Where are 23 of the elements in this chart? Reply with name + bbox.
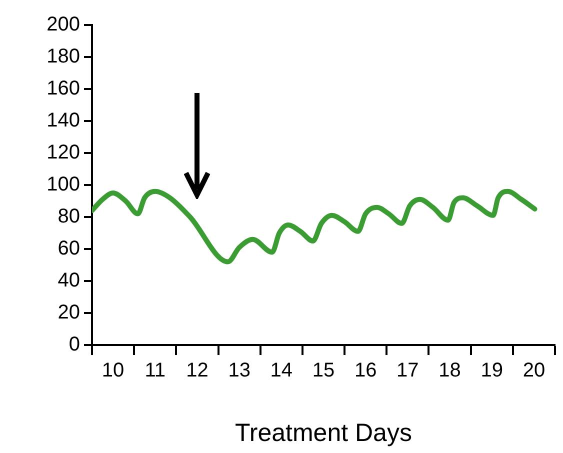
y-tick-label: 160 [46,78,80,100]
y-tick-label: 100 [46,174,80,196]
x-tick-label: 14 [270,360,293,382]
x-axis-title: Treatment Days [235,418,412,447]
x-tick-label: 13 [228,360,250,382]
y-tick-label: 40 [58,270,80,292]
x-tick-label: 12 [186,360,208,382]
y-tick-label: 0 [68,334,80,356]
x-tick-label: 15 [312,360,335,382]
y-tick-label: 120 [46,142,80,164]
x-tick-label: 17 [396,360,419,382]
x-tick-label: 16 [354,360,377,382]
y-tick-label: 80 [58,206,80,228]
y-tick-label: 60 [58,238,80,260]
x-tick-label: 19 [480,360,503,382]
x-tick-label: 10 [102,360,124,382]
y-tick-label: 180 [46,46,80,68]
x-tick-label: 18 [438,360,461,382]
x-tick-label: 20 [522,360,546,382]
y-tick-label: 20 [58,302,80,324]
x-tick-label: 11 [144,360,166,382]
y-tick-label: 200 [46,14,80,36]
y-tick-label: 140 [46,110,80,132]
